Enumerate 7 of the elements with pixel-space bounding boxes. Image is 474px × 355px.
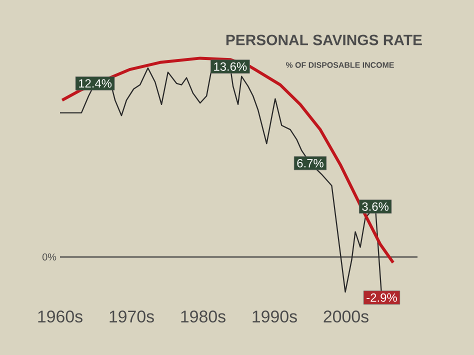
x-tick-label: 1990s [252, 310, 297, 323]
x-tick-label: 2000s [324, 310, 368, 323]
x-tick-label: 1980s [181, 310, 226, 323]
x-tick-label: 1960s [38, 310, 82, 323]
x-tick-label: 1970s [110, 310, 154, 323]
chart-title: PERSONAL SAVINGS RATE [226, 34, 422, 46]
ref-line-label: 0% [42, 253, 56, 261]
